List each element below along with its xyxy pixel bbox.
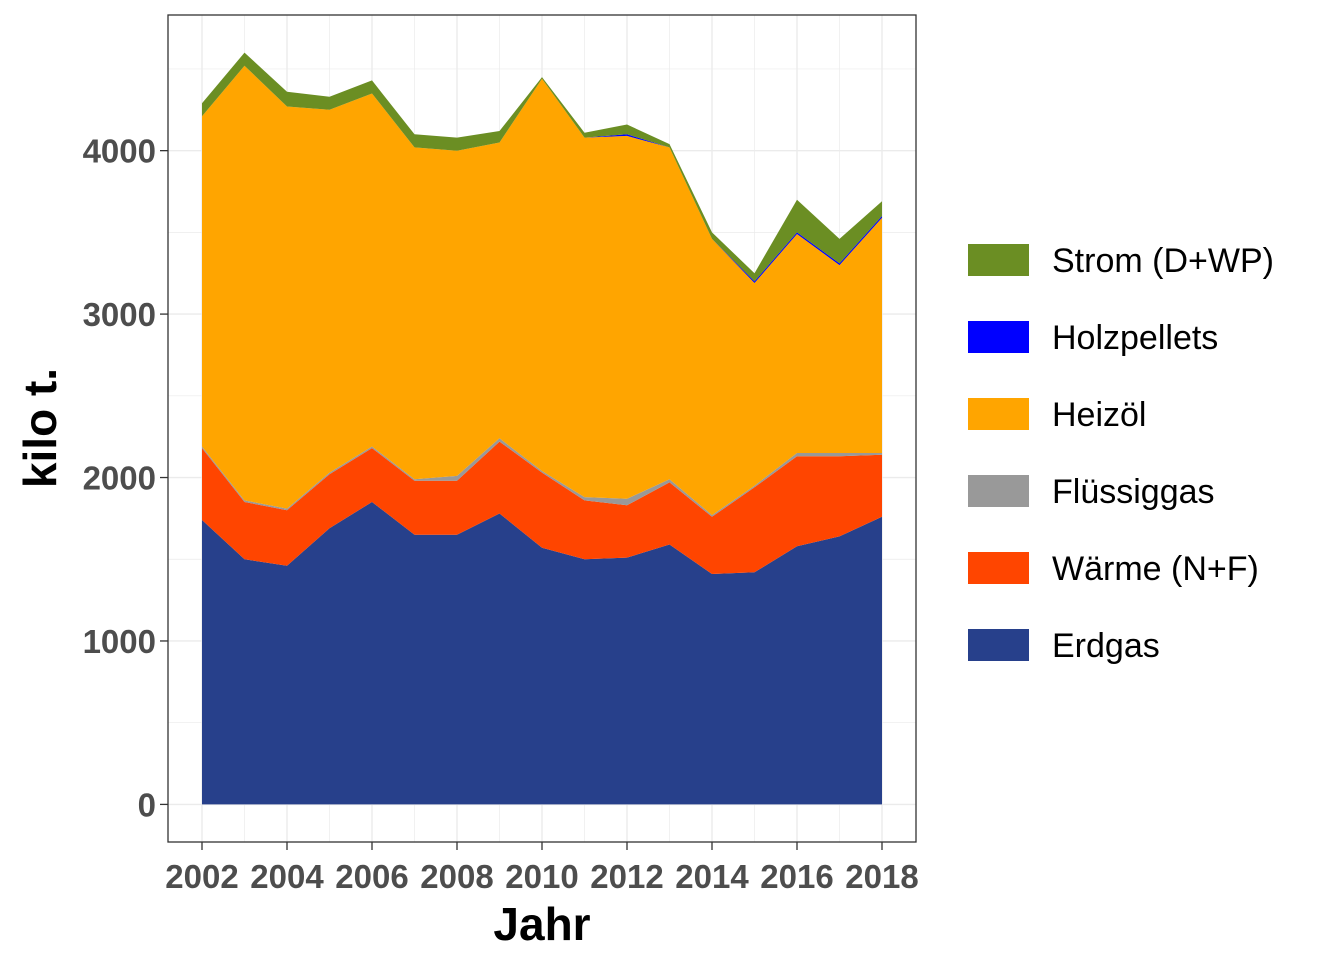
legend-key: [968, 321, 1029, 353]
x-tick-label: 2006: [335, 858, 408, 895]
x-tick-label: 2008: [420, 858, 493, 895]
y-tick-label: 0: [138, 786, 156, 823]
y-tick-label: 4000: [83, 133, 156, 170]
y-tick-label: 3000: [83, 296, 156, 333]
legend-label: Holzpellets: [1052, 319, 1218, 357]
legend-key: [968, 629, 1029, 661]
legend-key: [968, 552, 1029, 584]
x-tick-label: 2018: [845, 858, 918, 895]
x-axis-title: Jahr: [493, 898, 590, 950]
x-tick-label: 2002: [165, 858, 238, 895]
y-tick-label: 1000: [83, 623, 156, 660]
y-axis-ticks: 0 1000 2000 3000 4000: [83, 133, 168, 823]
area-heizöl: [202, 65, 882, 516]
legend-key: [968, 475, 1029, 507]
legend-label: Wärme (N+F): [1052, 550, 1259, 588]
legend: Strom (D+WP) Holzpellets Heizöl Flüssiggas W…: [968, 242, 1274, 665]
x-tick-label: 2012: [590, 858, 663, 895]
y-tick-label: 2000: [83, 460, 156, 497]
x-tick-label: 2004: [250, 858, 324, 895]
area-erdgas: [202, 502, 882, 805]
x-axis-ticks: 2002 2004 2006 2008 2010 2012 2014 2016 2018: [165, 842, 919, 895]
x-tick-label: 2014: [675, 858, 749, 895]
area-wärme-n-f: [202, 441, 882, 574]
x-tick-label: 2010: [505, 858, 578, 895]
legend-key: [968, 244, 1029, 276]
legend-label: Heizöl: [1052, 396, 1146, 434]
area-layers: [202, 52, 882, 805]
legend-label: Flüssiggas: [1052, 473, 1215, 511]
x-tick-label: 2016: [760, 858, 833, 895]
legend-label: Strom (D+WP): [1052, 242, 1274, 280]
legend-label: Erdgas: [1052, 627, 1160, 665]
y-axis-title: kilo t.: [14, 368, 66, 488]
legend-key: [968, 398, 1029, 430]
